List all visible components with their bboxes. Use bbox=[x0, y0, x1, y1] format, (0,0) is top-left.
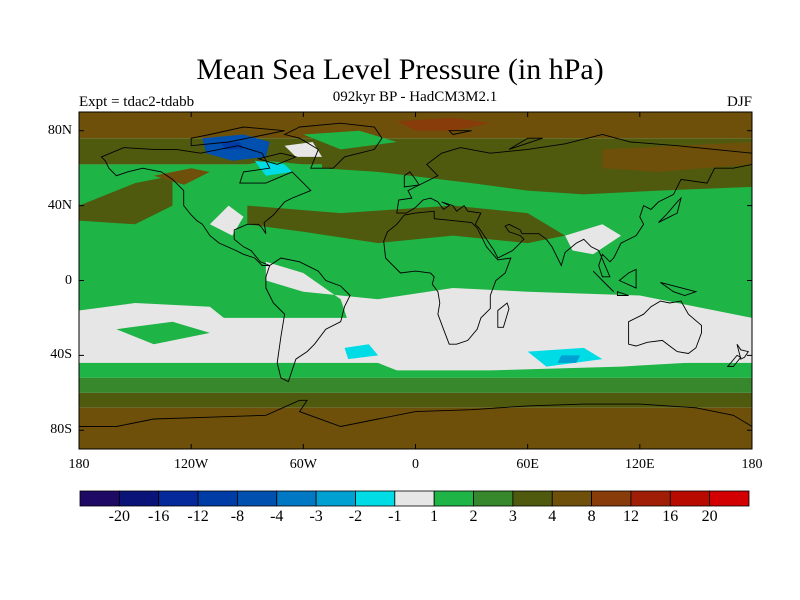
field-contour bbox=[557, 355, 580, 363]
colorbar-swatch bbox=[512, 490, 553, 507]
colorbar-swatch bbox=[591, 490, 632, 507]
x-tick-label: 60E bbox=[516, 457, 539, 472]
coastline-path bbox=[497, 302, 510, 328]
coastline-path bbox=[508, 137, 543, 150]
field-contour bbox=[79, 303, 229, 330]
colorbar-label: -8 bbox=[230, 508, 245, 525]
field-contour bbox=[254, 160, 293, 176]
map-subtitle: 092kyr BP - HadCM3M2.1 bbox=[332, 89, 498, 105]
coastline-path bbox=[383, 210, 512, 345]
pressure-anomaly-field bbox=[79, 112, 752, 449]
colorbar-swatch bbox=[158, 490, 199, 507]
coastline-path bbox=[265, 257, 351, 383]
coastline-path bbox=[448, 130, 472, 135]
coastline-path bbox=[658, 196, 682, 223]
coastline-path bbox=[660, 281, 698, 296]
x-tick-label: 0 bbox=[412, 457, 419, 472]
colorbar-swatch bbox=[551, 490, 592, 507]
season-label: DJF bbox=[726, 94, 752, 110]
map-title: Mean Sea Level Pressure (in hPa) bbox=[196, 53, 604, 86]
y-tick-label: 40S bbox=[50, 347, 72, 363]
colorbar-label: 4 bbox=[548, 508, 557, 525]
colorbar-label: -16 bbox=[148, 508, 170, 525]
colorbar-label: 16 bbox=[662, 508, 679, 525]
field-contour bbox=[565, 224, 622, 255]
colorbar-swatch bbox=[394, 490, 435, 507]
colorbar-label: -3 bbox=[309, 508, 323, 525]
field-contour bbox=[79, 175, 173, 225]
colorbar-label: 8 bbox=[587, 508, 596, 525]
x-tick-label: 180 bbox=[68, 457, 90, 472]
coastline-path bbox=[403, 171, 420, 188]
field-contour bbox=[116, 321, 210, 345]
x-tick-label: 120E bbox=[625, 457, 655, 472]
coastline-path bbox=[256, 152, 298, 165]
y-tick-label: 80N bbox=[47, 122, 72, 138]
colorbar-swatch bbox=[709, 490, 750, 507]
coastline-path bbox=[592, 270, 615, 293]
field-contour bbox=[344, 344, 379, 360]
colorbar-swatch bbox=[118, 490, 160, 507]
field-band bbox=[79, 392, 752, 408]
colorbar-swatch bbox=[79, 490, 120, 507]
colorbar-label: -20 bbox=[108, 508, 130, 525]
colorbar-label: -2 bbox=[348, 508, 363, 525]
colorbar-label: 12 bbox=[622, 508, 639, 525]
colorbar-swatch bbox=[197, 490, 238, 507]
colorbar-swatch bbox=[669, 490, 711, 507]
field-contour bbox=[303, 130, 397, 150]
coastline-path bbox=[396, 134, 752, 278]
coastlines bbox=[79, 122, 752, 449]
colorbar-label: -1 bbox=[388, 508, 402, 525]
colorbar-swatch bbox=[630, 490, 671, 507]
colorbar-swatch bbox=[237, 490, 278, 507]
coastline-path bbox=[100, 145, 312, 266]
field-band bbox=[79, 377, 752, 393]
coastline-path bbox=[283, 122, 383, 169]
colorbar-swatch bbox=[355, 490, 396, 507]
colorbar-label: -4 bbox=[270, 508, 284, 525]
x-tick-label: 120W bbox=[174, 457, 209, 472]
colorbar-label: 1 bbox=[430, 508, 439, 525]
x-tick-label: 60W bbox=[289, 457, 317, 472]
coastline-path bbox=[190, 126, 285, 147]
y-tick-label: 40N bbox=[47, 197, 72, 213]
field-contour bbox=[209, 205, 244, 236]
coastline-path bbox=[628, 300, 702, 354]
coastline-path bbox=[618, 268, 637, 289]
colorbar-swatch bbox=[315, 490, 356, 507]
colorbar-swatch bbox=[276, 490, 317, 507]
colorbar-swatch bbox=[433, 490, 474, 507]
y-tick-label: 0 bbox=[65, 272, 72, 288]
coastline-path bbox=[726, 354, 742, 368]
colorbar-label: -12 bbox=[187, 508, 209, 525]
colorbar-label: 20 bbox=[701, 508, 718, 525]
colorbar-swatch bbox=[473, 490, 514, 507]
field-contour bbox=[247, 205, 566, 244]
x-tick-label: 180 bbox=[741, 457, 763, 472]
field-contour bbox=[265, 261, 752, 371]
field-band bbox=[79, 407, 752, 449]
colorbar bbox=[79, 490, 750, 507]
coastline-path bbox=[79, 399, 752, 449]
coastline-path bbox=[616, 291, 629, 296]
field-contour bbox=[396, 117, 491, 131]
colorbar-label: 3 bbox=[508, 508, 517, 525]
map-ticks bbox=[78, 112, 753, 449]
experiment-label: Expt = tdac2-tdabb bbox=[79, 94, 195, 110]
colorbar-label: 2 bbox=[469, 508, 478, 525]
y-tick-label: 80S bbox=[50, 422, 72, 438]
